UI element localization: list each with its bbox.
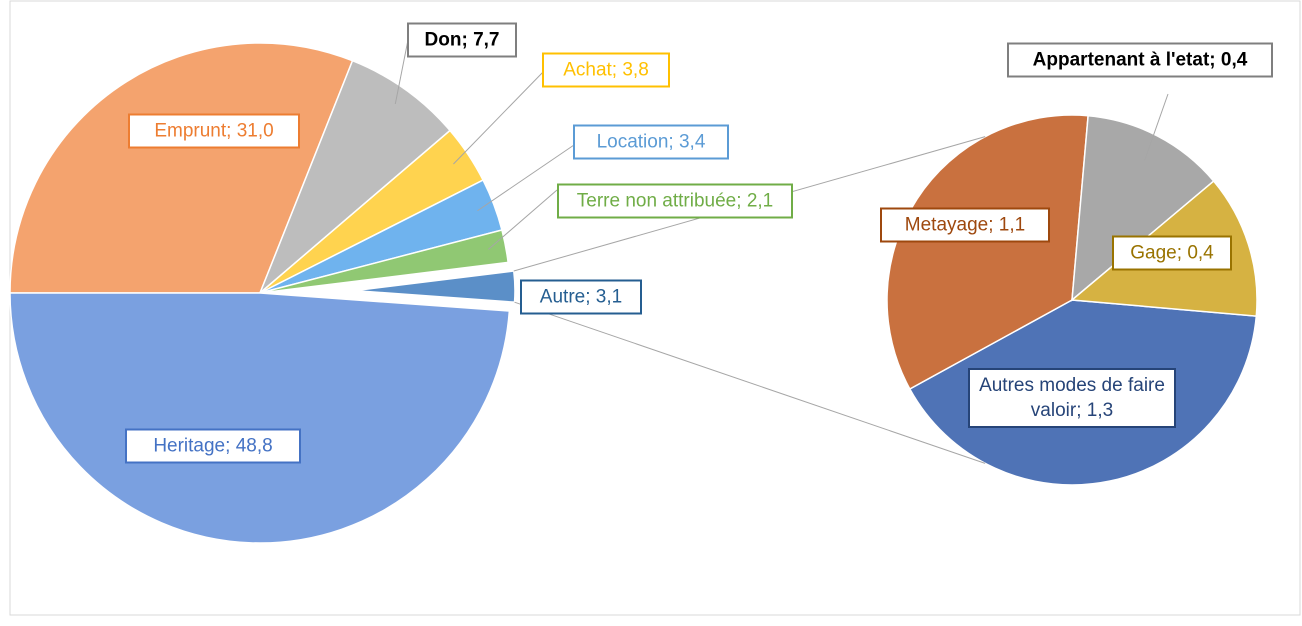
- label-separator: ;: [1209, 49, 1221, 71]
- label-name: Gage: [1130, 242, 1177, 264]
- pie-slice: [9, 42, 354, 294]
- data-label: Emprunt; 31,0: [128, 113, 300, 149]
- label-name: Achat: [563, 59, 612, 81]
- label-separator: ;: [225, 435, 236, 457]
- data-label: Autres modes de faire valoir; 1,3: [968, 368, 1176, 428]
- data-label: Appartenant à l'etat; 0,4: [1007, 42, 1273, 78]
- label-name: Terre non attribuée: [576, 190, 737, 212]
- leader-line: [1144, 93, 1169, 161]
- leader-line: [453, 69, 546, 165]
- label-value: 3,8: [622, 59, 649, 81]
- pie-slice: [9, 292, 511, 544]
- label-separator: ;: [226, 120, 237, 142]
- label-value: 0,4: [1220, 49, 1248, 71]
- label-name: Location: [596, 131, 669, 153]
- data-label: Achat; 3,8: [542, 52, 670, 88]
- data-label: Location; 3,4: [573, 124, 729, 160]
- label-value: 1,3: [1086, 400, 1114, 421]
- label-separator: ;: [611, 59, 623, 81]
- data-label: Terre non attribuée; 2,1: [557, 183, 793, 219]
- label-separator: ;: [988, 214, 999, 236]
- leader-line: [394, 39, 409, 105]
- label-value: 3,1: [595, 286, 623, 308]
- label-value: 1,1: [998, 214, 1026, 236]
- data-label: Metayage; 1,1: [880, 207, 1050, 243]
- label-name: Autres modes de faire valoir: [979, 375, 1165, 421]
- pie-slice: [259, 59, 452, 294]
- leader-line: [488, 189, 558, 250]
- label-value: 7,7: [473, 29, 500, 51]
- label-name: Autre: [539, 286, 586, 308]
- label-value: 3,4: [678, 131, 706, 153]
- pie-slice: [259, 229, 509, 294]
- label-separator: ;: [1076, 400, 1087, 421]
- label-name: Emprunt: [154, 120, 227, 142]
- label-name: Don: [424, 29, 462, 51]
- label-separator: ;: [461, 29, 474, 51]
- connector-line: [514, 301, 986, 464]
- data-label: Gage; 0,4: [1112, 235, 1232, 271]
- data-label: Don; 7,7: [407, 22, 517, 58]
- label-name: Heritage: [153, 435, 226, 457]
- pie-slice: [1071, 114, 1215, 302]
- label-separator: ;: [736, 190, 747, 212]
- label-value: 2,1: [746, 190, 774, 212]
- label-name: Appartenant à l'etat: [1032, 49, 1210, 71]
- label-separator: ;: [585, 286, 596, 308]
- label-value: 0,4: [1187, 242, 1214, 264]
- label-value: 48,8: [235, 435, 273, 457]
- data-label: Autre; 3,1: [520, 279, 642, 315]
- data-label: Heritage; 48,8: [125, 428, 301, 464]
- leader-line: [477, 144, 575, 212]
- label-name: Metayage: [904, 214, 989, 236]
- label-value: 31,0: [236, 120, 274, 142]
- pie-slice: [886, 114, 1089, 391]
- pie-slice: [354, 270, 516, 303]
- label-separator: ;: [1176, 242, 1188, 264]
- label-separator: ;: [668, 131, 679, 153]
